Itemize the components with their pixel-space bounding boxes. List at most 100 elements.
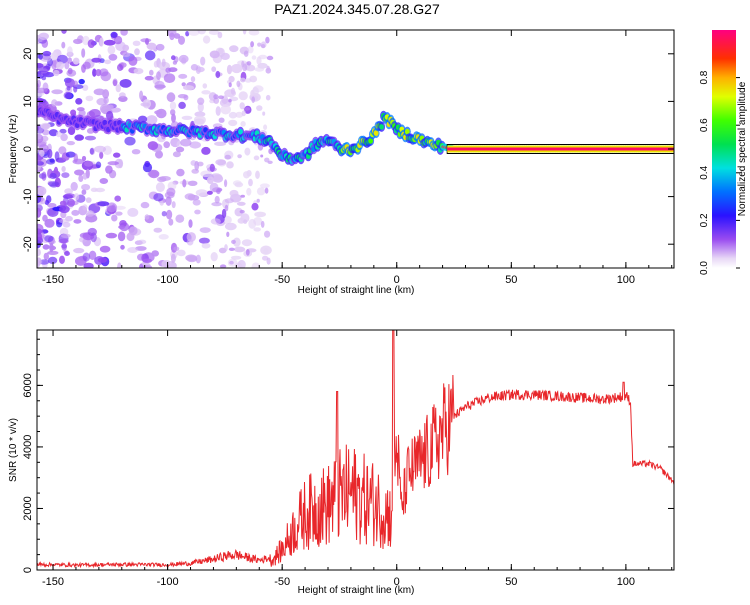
noise-mark [197, 97, 205, 105]
noise-mark [195, 189, 208, 197]
noise-mark [66, 141, 76, 146]
noise-mark [224, 179, 228, 188]
noise-mark [72, 57, 80, 65]
noise-mark [106, 104, 114, 110]
noise-mark [92, 68, 97, 77]
ridge-core-mark [404, 128, 410, 135]
noise-mark [196, 66, 205, 73]
noise-mark [197, 30, 206, 35]
noise-mark [260, 220, 265, 228]
y-tick-label: -10 [22, 189, 34, 205]
noise-mark [37, 70, 49, 75]
noise-mark [64, 78, 76, 88]
noise-mark [64, 251, 70, 256]
noise-mark [165, 196, 172, 206]
noise-mark [234, 207, 243, 217]
noise-mark [256, 198, 260, 203]
noise-mark [103, 39, 116, 46]
noise-mark [260, 44, 266, 49]
noise-mark [231, 63, 243, 74]
noise-mark [214, 195, 220, 204]
noise-mark [263, 124, 268, 130]
noise-mark [190, 64, 199, 71]
noise-mark [48, 129, 59, 137]
noise-mark [127, 207, 139, 217]
noise-mark [251, 55, 257, 60]
noise-mark [163, 73, 176, 83]
noise-mark [138, 263, 144, 268]
noise-mark [176, 168, 185, 177]
noise-mark [47, 250, 59, 255]
noise-mark [47, 256, 58, 264]
noise-mark [247, 46, 254, 54]
y-tick-label: 6000 [22, 373, 34, 397]
noise-mark [58, 238, 69, 244]
noise-mark [82, 84, 89, 91]
noise-mark [228, 247, 235, 251]
colorbar-tick-label: 0.8 [699, 70, 710, 84]
noise-mark [96, 98, 107, 106]
noise-mark [74, 134, 84, 141]
noise-mark [265, 36, 270, 44]
x-tick-label: -100 [157, 274, 179, 286]
ridge-core-mark [373, 130, 379, 136]
noise-mark [228, 119, 238, 127]
noise-mark [67, 57, 72, 64]
noise-mark [71, 209, 80, 216]
noise-mark [134, 48, 140, 56]
noise-mark [47, 181, 60, 187]
noise-mark [260, 154, 264, 158]
noise-mark [244, 147, 251, 156]
noise-mark [37, 133, 44, 144]
noise-mark [213, 94, 219, 100]
noise-mark [230, 87, 236, 95]
noise-mark [264, 157, 270, 163]
y-tick-label: 10 [22, 95, 34, 107]
noise-mark [135, 246, 147, 251]
noise-mark [171, 55, 176, 61]
noise-mark [195, 254, 201, 264]
noise-mark [210, 252, 218, 262]
noise-mark [197, 102, 204, 113]
noise-mark [67, 198, 75, 207]
noise-mark [228, 111, 238, 119]
x-tick-label: 100 [617, 576, 635, 588]
noise-mark [156, 108, 167, 119]
x-tick-label: 50 [505, 274, 517, 286]
noise-mark [215, 106, 221, 116]
noise-mark [78, 174, 84, 182]
noise-mark [128, 226, 138, 236]
noise-mark [243, 171, 250, 179]
noise-mark [144, 50, 156, 61]
noise-mark [118, 159, 124, 169]
noise-mark [218, 117, 225, 123]
y-tick-label: -20 [22, 236, 34, 252]
noise-mark [97, 257, 108, 263]
noise-mark [228, 99, 232, 103]
noise-mark [47, 203, 57, 208]
x-tick-label: 100 [617, 274, 635, 286]
noise-mark [193, 118, 205, 126]
noise-mark [61, 41, 66, 49]
noise-mark [183, 85, 195, 91]
noise-mark [214, 141, 227, 146]
noise-mark [244, 78, 252, 83]
noise-mark [139, 90, 144, 100]
noise-mark [85, 95, 94, 102]
ridge-core-mark [368, 138, 373, 144]
noise-mark [190, 76, 196, 83]
noise-mark [147, 141, 159, 151]
noise-mark [251, 96, 255, 103]
noise-mark [241, 60, 245, 68]
noise-mark [168, 218, 174, 226]
noise-mark [178, 73, 188, 79]
noise-mark [243, 50, 249, 57]
noise-mark [177, 94, 188, 99]
noise-mark [73, 219, 82, 224]
x-tick-label: -50 [274, 274, 290, 286]
noise-mark [67, 126, 76, 135]
noise-mark [253, 155, 260, 161]
noise-mark [56, 61, 65, 70]
noise-mark [218, 95, 224, 100]
